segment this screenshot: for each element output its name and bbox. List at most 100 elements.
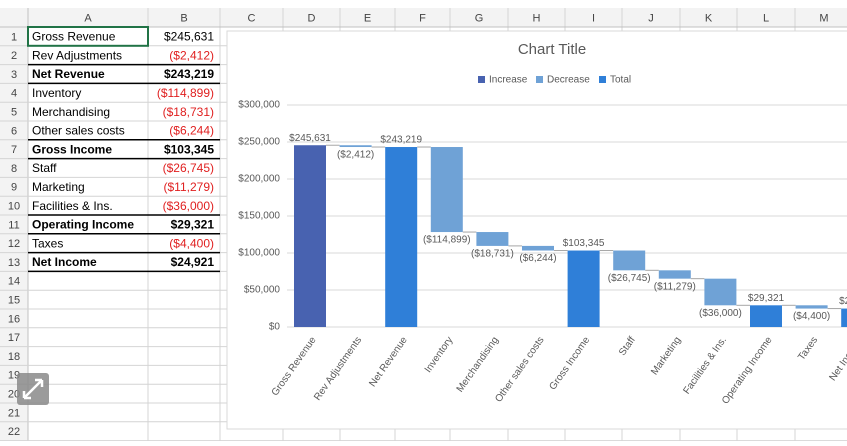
- cell-value[interactable]: ($4,400): [169, 236, 214, 250]
- column-header[interactable]: M: [819, 12, 828, 24]
- row-header[interactable]: 4: [11, 88, 17, 100]
- row-header[interactable]: 21: [8, 407, 20, 419]
- legend-label: Decrease: [547, 75, 590, 86]
- bar: [750, 305, 782, 327]
- cell-value[interactable]: ($18,731): [163, 105, 214, 119]
- y-tick-label: $0: [269, 322, 281, 333]
- bar: [339, 145, 372, 148]
- column-header[interactable]: H: [533, 12, 541, 24]
- data-label: $245,631: [289, 133, 331, 144]
- data-label: ($2,412): [337, 150, 374, 161]
- expand-icon[interactable]: [17, 373, 49, 405]
- column-header[interactable]: F: [419, 12, 426, 24]
- cell-text[interactable]: Gross Income: [32, 142, 112, 156]
- column-header[interactable]: K: [705, 12, 713, 24]
- cell-value[interactable]: ($114,899): [157, 86, 214, 100]
- row-header[interactable]: 9: [11, 182, 17, 194]
- cell-value[interactable]: $29,321: [171, 218, 215, 232]
- column-header[interactable]: E: [364, 12, 371, 24]
- y-tick-label: $100,000: [238, 248, 280, 259]
- bar: [795, 305, 828, 309]
- y-tick-label: $300,000: [238, 100, 280, 111]
- bar: [476, 232, 509, 246]
- cell-value[interactable]: $24,921: [171, 255, 215, 269]
- cell-text[interactable]: Net Income: [32, 255, 97, 269]
- data-label: ($114,899): [423, 235, 471, 246]
- data-label: ($18,731): [471, 249, 514, 260]
- cell-value[interactable]: ($26,745): [163, 161, 214, 175]
- cell-text[interactable]: Facilities & Ins.: [32, 199, 113, 213]
- y-tick-label: $50,000: [244, 285, 281, 296]
- row-header[interactable]: 3: [11, 69, 17, 81]
- row-header[interactable]: 11: [8, 219, 19, 231]
- row-header[interactable]: 8: [11, 163, 17, 175]
- cell-text[interactable]: Net Revenue: [32, 67, 105, 81]
- cell-text[interactable]: Rev Adjustments: [32, 48, 122, 62]
- data-label: $24,921: [839, 296, 847, 307]
- cell-value[interactable]: ($2,412): [169, 48, 214, 62]
- cell-value[interactable]: $245,631: [164, 30, 214, 44]
- y-tick-label: $250,000: [238, 137, 280, 148]
- data-label: ($36,000): [699, 308, 742, 319]
- row-header[interactable]: 7: [11, 144, 17, 156]
- row-header[interactable]: 13: [8, 257, 20, 269]
- row-header[interactable]: 2: [11, 50, 17, 62]
- cell-text[interactable]: Staff: [32, 161, 57, 175]
- selected-cell[interactable]: [27, 26, 149, 47]
- column-header[interactable]: I: [592, 12, 595, 24]
- row-header[interactable]: 10: [8, 201, 20, 213]
- bar: [613, 250, 646, 271]
- row-header[interactable]: 12: [8, 238, 20, 250]
- cell-value[interactable]: $103,345: [164, 142, 214, 156]
- column-header[interactable]: B: [180, 12, 187, 24]
- data-label: ($6,244): [519, 253, 556, 264]
- row-header[interactable]: 15: [8, 295, 20, 307]
- cell-text[interactable]: Taxes: [32, 236, 63, 250]
- data-label: $243,219: [380, 135, 422, 146]
- row-header[interactable]: 22: [8, 426, 20, 438]
- y-tick-label: $150,000: [238, 211, 280, 222]
- bar: [704, 278, 737, 306]
- row-header[interactable]: 1: [11, 31, 17, 43]
- legend-swatch: [536, 76, 543, 83]
- cell-text[interactable]: Operating Income: [32, 218, 134, 232]
- bar: [522, 245, 554, 251]
- cell-value[interactable]: ($6,244): [169, 124, 214, 138]
- cell-value[interactable]: $243,219: [164, 67, 214, 81]
- icon-arrows: [22, 378, 44, 400]
- bar: [658, 270, 691, 279]
- data-label: $29,321: [748, 293, 785, 304]
- legend-swatch: [599, 76, 606, 83]
- column-header[interactable]: C: [248, 12, 256, 24]
- column-header-bar: [0, 8, 847, 27]
- column-header[interactable]: G: [475, 12, 484, 24]
- row-header[interactable]: 6: [11, 125, 17, 137]
- cell-value[interactable]: ($36,000): [163, 199, 214, 213]
- legend-label: Increase: [489, 75, 528, 86]
- row-header[interactable]: 18: [8, 351, 20, 363]
- legend-swatch: [478, 76, 485, 83]
- row-header[interactable]: 16: [8, 313, 20, 325]
- cell-text[interactable]: Merchandising: [32, 105, 110, 119]
- column-header[interactable]: D: [308, 12, 316, 24]
- chart-title: Chart Title: [518, 41, 586, 58]
- column-header[interactable]: J: [648, 12, 654, 24]
- column-header[interactable]: L: [763, 12, 769, 24]
- cell-text[interactable]: Marketing: [32, 180, 85, 194]
- column-header[interactable]: A: [84, 12, 92, 24]
- row-header[interactable]: 5: [11, 107, 17, 119]
- bar: [294, 145, 326, 327]
- cell-text[interactable]: Other sales costs: [32, 124, 125, 138]
- bar: [841, 308, 847, 327]
- row-header[interactable]: 14: [8, 276, 20, 288]
- cell-value[interactable]: ($11,279): [164, 180, 214, 194]
- cell-text[interactable]: Inventory: [32, 86, 81, 100]
- row-header[interactable]: 17: [8, 332, 20, 344]
- data-label: $103,345: [563, 238, 605, 249]
- chart[interactable]: Chart Title Increase Decrease Total $0 $50,00…: [226, 30, 847, 430]
- bar: [430, 147, 463, 233]
- bar: [567, 250, 600, 327]
- cell-text[interactable]: Gross Revenue: [32, 30, 116, 44]
